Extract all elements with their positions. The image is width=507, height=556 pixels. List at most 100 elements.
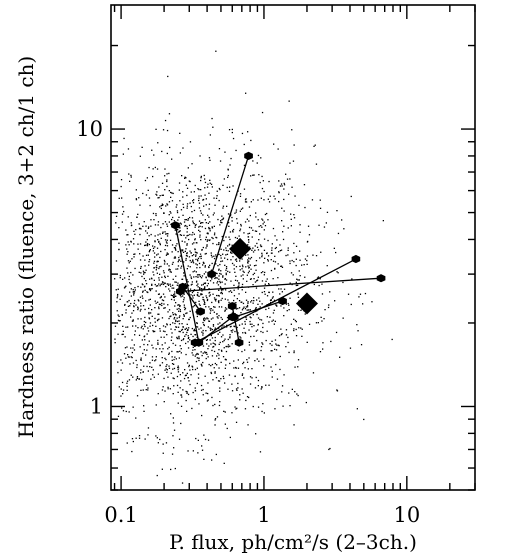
background-point [303,184,306,186]
background-point [190,294,192,296]
background-point [250,278,252,280]
background-point [142,297,144,299]
background-point [206,285,208,287]
background-point [230,157,232,160]
background-point [117,333,119,335]
background-point [201,249,203,251]
background-point [184,307,187,309]
background-point [222,341,224,343]
background-point [281,207,283,209]
background-point [192,290,195,292]
background-point [248,357,250,359]
x-tick-label: 1 [257,503,270,527]
background-point [260,330,262,333]
background-point [184,335,186,337]
background-point [277,263,279,265]
background-point [150,219,152,221]
background-point [184,283,186,285]
background-point [166,323,168,325]
background-point [172,377,174,379]
background-point [145,230,147,232]
background-point [188,180,190,182]
background-point [181,278,184,280]
background-point [225,247,227,249]
background-point [192,297,194,299]
background-point [159,330,161,332]
hexagon-point [178,282,187,291]
background-point [171,251,173,253]
background-point [185,184,187,186]
background-point [318,284,320,287]
background-point [130,174,132,177]
background-point [300,327,302,329]
background-point [226,324,228,326]
background-point [221,325,223,327]
background-point [148,243,150,246]
background-point [197,257,200,259]
background-point [121,314,123,316]
background-point [125,285,127,287]
background-point [145,280,147,282]
background-point [199,234,201,236]
background-point [187,347,190,349]
background-point [140,302,142,304]
background-point [162,348,164,350]
background-point [278,191,280,193]
background-point [133,349,136,351]
background-point [262,326,264,329]
background-point [130,316,132,318]
background-point [178,182,181,184]
background-point [195,276,197,278]
background-point [221,297,223,300]
background-point [226,316,229,319]
background-point [278,335,281,337]
background-point [144,308,146,311]
background-point [124,286,126,288]
background-point [182,331,184,334]
background-point [289,262,291,265]
background-point [200,327,202,329]
background-point [219,263,221,266]
background-point [243,164,246,166]
background-point [171,158,173,160]
background-point [224,367,226,369]
background-point [335,331,338,334]
background-point [263,274,265,276]
background-point [250,268,252,270]
background-point [134,299,136,302]
background-point [182,389,184,391]
background-point [225,359,227,361]
background-point [169,283,171,285]
background-point [271,249,273,251]
background-point [129,291,131,293]
background-point [311,199,314,201]
background-point [245,316,247,319]
background-point [153,267,155,269]
background-point [208,157,211,159]
background-point [316,277,319,279]
background-point [177,391,179,393]
background-point [256,246,259,248]
background-point [297,394,299,397]
background-point [235,388,238,390]
background-point [186,372,188,375]
background-point [177,261,179,263]
background-point [130,347,132,349]
background-point [170,223,172,226]
background-point [293,318,295,320]
background-point [152,324,154,327]
background-point [204,181,207,184]
background-point [179,305,181,307]
background-point [145,300,147,302]
background-point [256,162,258,164]
background-point [180,223,182,225]
background-point [297,359,300,361]
background-point [218,253,220,256]
background-point [182,214,184,216]
background-point [171,453,174,455]
background-point [201,275,204,277]
background-point [122,153,124,155]
background-point [226,326,228,328]
background-point [197,292,199,294]
background-point [270,269,273,272]
